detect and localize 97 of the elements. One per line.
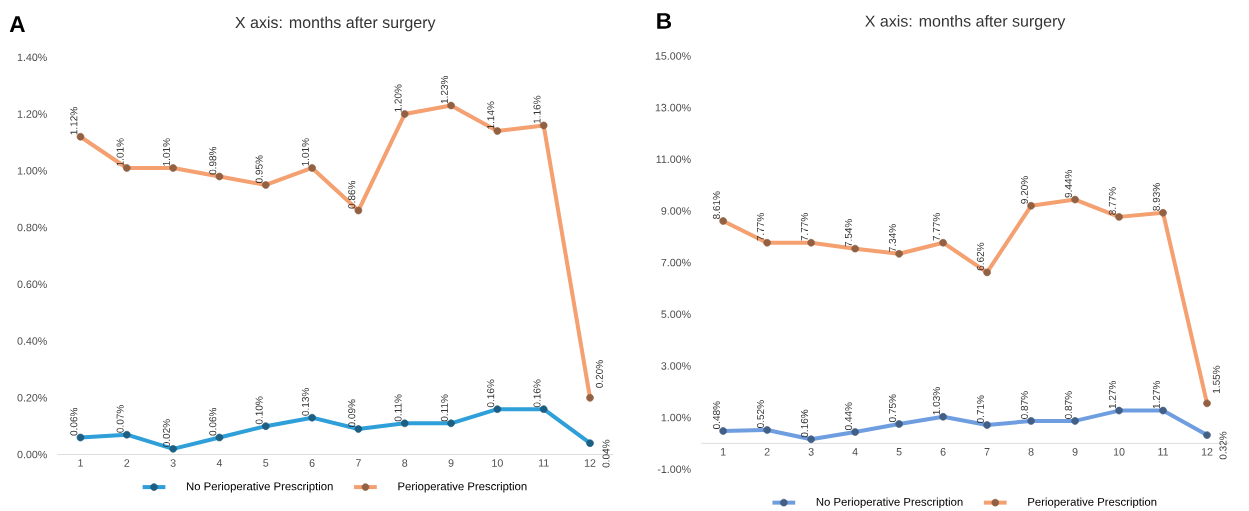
x-tick-label: 5 <box>896 448 902 456</box>
data-label: 0.95% <box>255 155 263 184</box>
data-label: 1.16% <box>533 96 541 124</box>
data-label: 0.86% <box>348 181 356 209</box>
x-tick-label: 1 <box>78 459 83 467</box>
data-label: 0.09% <box>348 399 356 428</box>
x-tick-label: 10 <box>1113 448 1125 456</box>
data-label: 0.10% <box>255 396 263 425</box>
y-tick-label: 13.00% <box>655 104 691 112</box>
y-tick-label: -1.00% <box>657 465 691 474</box>
data-label: 1.01% <box>301 138 309 166</box>
data-label: 1.27% <box>1108 381 1116 409</box>
data-label: 1.14% <box>487 101 495 129</box>
data-label: 8.61% <box>712 191 721 220</box>
data-label: 0.13% <box>301 388 309 416</box>
data-label: 0.06% <box>209 408 217 436</box>
x-tick-label: 10 <box>492 459 503 468</box>
legend-label: No Perioperative Prescription <box>816 497 963 509</box>
y-tick-label: 1.00% <box>17 167 47 175</box>
data-label: 1.01% <box>162 138 170 166</box>
data-label: 0.06% <box>70 408 78 436</box>
x-tick-label: 9 <box>448 459 454 468</box>
data-label: 0.16% <box>800 409 809 438</box>
data-label: 1.55% <box>1212 366 1220 394</box>
text: A <box>9 16 25 33</box>
legend-label: Perioperative Prescription <box>398 482 527 493</box>
chart-title: X axis: months after surgery <box>865 15 1066 31</box>
text: B <box>657 13 672 29</box>
data-label: 0.04% <box>602 440 610 468</box>
data-label: 0.52% <box>756 400 765 429</box>
data-label: 9.44% <box>1064 170 1072 198</box>
data-label: 1.23% <box>440 76 448 104</box>
chart-title: X axis: months after surgery <box>235 16 436 32</box>
y-tick-label: 0.20% <box>17 394 47 402</box>
data-label: 1.12% <box>70 107 78 135</box>
y-tick-label: 0.40% <box>17 337 47 346</box>
data-label: 8.77% <box>1108 187 1116 216</box>
data-label: 1.01% <box>116 138 124 166</box>
x-tick-label: 4 <box>852 448 858 456</box>
x-tick-label: 2 <box>124 459 130 467</box>
y-tick-label: 5.00% <box>661 310 691 319</box>
x-tick-label: 12 <box>1201 448 1213 456</box>
data-label: 0.16% <box>487 379 495 408</box>
data-label: 1.03% <box>932 387 940 415</box>
x-tick-label: 4 <box>216 459 223 467</box>
data-label: 0.98% <box>209 147 217 175</box>
x-tick-label: 6 <box>309 459 315 468</box>
legend-label: Perioperative Prescription <box>1028 497 1157 509</box>
x-tick-label: 7 <box>984 448 990 456</box>
data-label: 0.02% <box>162 419 170 448</box>
y-tick-label: 1.00% <box>661 414 691 422</box>
y-tick-label: 7.00% <box>661 259 691 267</box>
data-label: 7.77% <box>756 213 764 241</box>
x-tick-label: 2 <box>764 448 770 456</box>
y-tick-label: 9.00% <box>661 207 691 215</box>
data-label: 0.07% <box>116 405 124 433</box>
data-label: 8.93% <box>1152 183 1160 211</box>
data-label: 0.48% <box>712 401 721 430</box>
data-label: 0.71% <box>976 395 984 424</box>
data-label: 6.62% <box>976 243 984 271</box>
data-label: 0.87% <box>1064 391 1072 420</box>
data-label: 1.20% <box>394 84 402 112</box>
data-label: 0.16% <box>533 379 541 408</box>
x-tick-label: 1 <box>721 448 726 456</box>
x-tick-label: 8 <box>1028 448 1034 456</box>
x-tick-label: 9 <box>1072 448 1078 456</box>
x-tick-label: 11 <box>538 459 549 467</box>
y-tick-label: 3.00% <box>661 362 691 370</box>
y-tick-label: 0.80% <box>17 224 47 232</box>
y-tick-label: 1.20% <box>17 110 47 119</box>
data-label: 0.11% <box>394 394 402 422</box>
y-tick-label: 11.00% <box>656 155 691 164</box>
x-tick-label: 6 <box>940 448 946 456</box>
y-tick-label: 1.40% <box>17 53 47 62</box>
data-label: 9.20% <box>1020 176 1028 204</box>
x-tick-label: 11 <box>1158 448 1169 456</box>
x-tick-label: 5 <box>263 459 269 467</box>
data-label: 7.77% <box>800 213 808 241</box>
x-tick-label: 12 <box>584 459 596 467</box>
data-label: 0.11% <box>440 394 448 422</box>
data-label: 7.77% <box>932 213 940 241</box>
x-tick-label: 8 <box>402 459 408 468</box>
y-tick-label: 15.00% <box>655 52 691 60</box>
data-label: 7.34% <box>888 224 896 252</box>
x-tick-label: 7 <box>355 459 361 467</box>
data-label: 0.75% <box>888 394 896 423</box>
y-tick-label: 0.60% <box>17 280 47 289</box>
data-label: 1.27% <box>1152 381 1160 409</box>
data-label: 0.20% <box>595 360 603 389</box>
y-tick-label: 0.00% <box>17 451 47 459</box>
data-label: 0.87% <box>1020 391 1028 420</box>
x-tick-label: 3 <box>170 459 176 468</box>
x-tick-label: 3 <box>808 448 814 456</box>
data-label: 7.54% <box>844 219 852 247</box>
data-label: 0.44% <box>844 402 852 431</box>
legend-label: No Perioperative Prescription <box>186 482 333 493</box>
data-label: 0.32% <box>1219 431 1227 460</box>
